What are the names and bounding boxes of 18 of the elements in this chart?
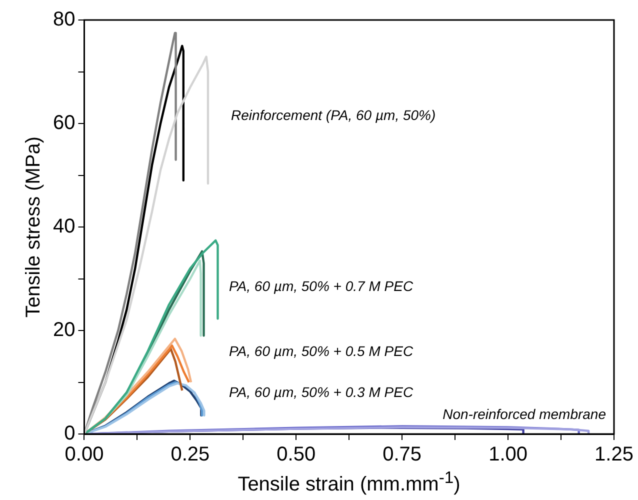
x-tick-label: 0.75: [382, 444, 422, 466]
x-tick-label: 0.50: [276, 444, 316, 466]
y-tick-label: 60: [52, 112, 76, 134]
y-tick-label: 40: [52, 216, 76, 238]
x-axis-title: Tensile strain (mm.mm$^{-1}$): [236, 468, 462, 497]
annotation: Reinforcement (PA, 60 µm, 50%): [231, 106, 436, 123]
x-tick-label: 1.00: [488, 444, 528, 466]
annotation: PA, 60 µm, 50% + 0.5 M PEC: [229, 342, 414, 359]
x-tick-label: 0.25: [170, 444, 210, 466]
x-tick-label: 0.00: [64, 444, 104, 466]
annotation: PA, 60 µm, 50% + 0.7 M PEC: [229, 278, 414, 294]
annotation: Non-reinforced membrane: [442, 406, 606, 422]
y-axis-title: Tensile stress (MPa): [22, 136, 45, 318]
y-tick-label: 20: [52, 319, 76, 342]
annotation: PA, 60 µm, 50% + 0.3 M PEC: [229, 384, 414, 400]
x-tick-label: 1.25: [594, 444, 634, 466]
y-tick-label: 80: [52, 8, 76, 31]
y-tick-label: 0: [64, 422, 76, 445]
